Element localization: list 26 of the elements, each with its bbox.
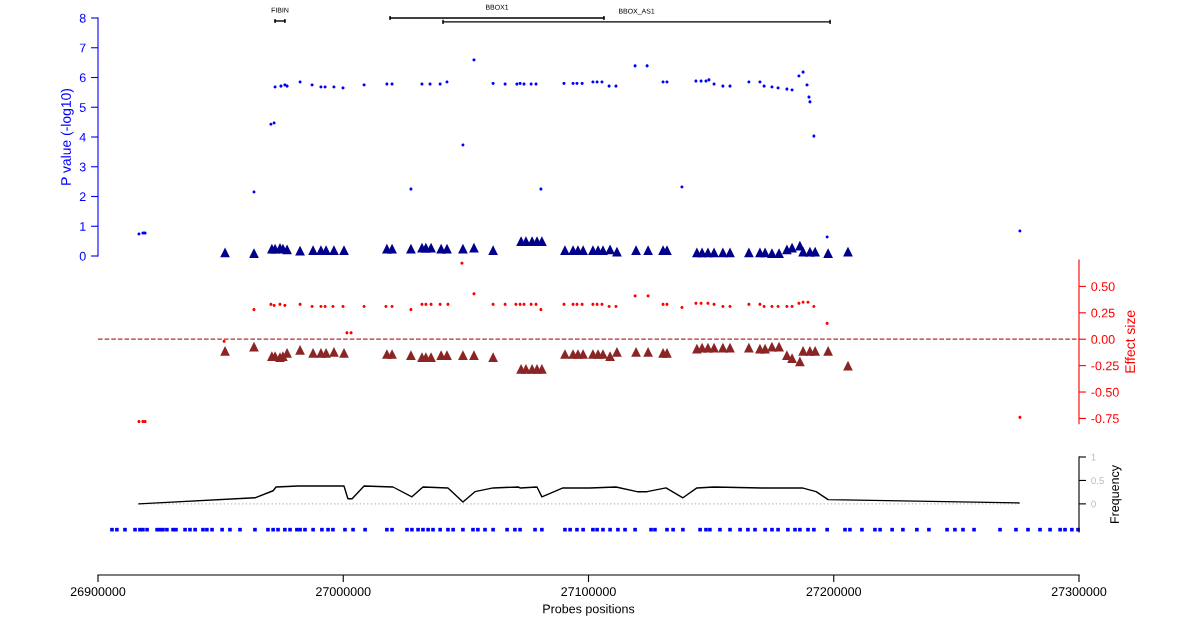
y-tick-label: 4	[79, 132, 86, 142]
y-tick-label: 0	[79, 251, 86, 261]
y2-tick-label: 0.25	[1091, 308, 1115, 318]
y-tick-label: 7	[79, 43, 86, 53]
y2-tick-label: 0.50	[1091, 282, 1115, 292]
y-tick-label: 2	[79, 192, 86, 202]
y2-axis-title: Frequency	[1110, 464, 1122, 523]
y2-tick-label: 0.00	[1091, 335, 1115, 344]
x-tick-label: 27000000	[316, 587, 371, 597]
x-tick-label: 27300000	[1051, 587, 1107, 597]
x-tick-label: 27100000	[561, 587, 616, 597]
y2-tick-label: -0.25	[1091, 361, 1119, 371]
y-tick-label: 5	[79, 103, 86, 112]
y-tick-label: 3	[79, 162, 86, 172]
y2-tick-label: 0.5	[1091, 477, 1104, 485]
y2-tick-label: 1	[1091, 453, 1096, 461]
y-tick-label: 8	[79, 13, 86, 23]
x-tick-label: 26900000	[70, 587, 126, 597]
x-axis-title: Probes positions	[543, 604, 635, 616]
x-tick-label: 27200000	[806, 587, 862, 597]
y-tick-label: 6	[79, 73, 86, 83]
y2-axis-title: Effect size	[1124, 310, 1136, 373]
y-tick-label: 1	[80, 222, 86, 231]
y2-tick-label: -0.50	[1091, 387, 1119, 397]
y2-tick-label: -0.75	[1091, 414, 1119, 424]
y-axis-title: P value (-log10)	[60, 88, 74, 185]
